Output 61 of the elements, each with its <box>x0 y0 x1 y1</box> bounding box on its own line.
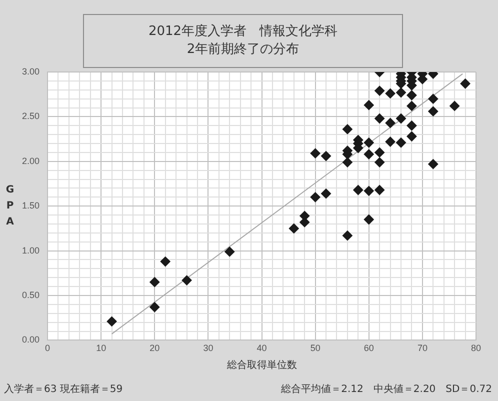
point <box>374 147 385 158</box>
point <box>460 78 470 89</box>
point <box>321 151 332 162</box>
x-tick-label: 40 <box>256 343 267 354</box>
x-tick-label: 10 <box>96 343 106 354</box>
point <box>342 157 352 168</box>
x-tick-label: 70 <box>417 343 428 354</box>
point <box>450 100 460 111</box>
point <box>374 157 385 168</box>
y-tick-label: 2.00 <box>22 156 40 166</box>
point <box>374 113 385 124</box>
x-axis-title: 総合取得単位数 <box>226 358 297 371</box>
point <box>364 100 374 110</box>
point <box>406 100 417 111</box>
point <box>428 159 438 170</box>
x-tick-label: 20 <box>150 343 160 354</box>
text: 入学者＝63 現在籍者＝59 <box>4 382 123 396</box>
point <box>342 230 352 241</box>
y-tick-label: 0.50 <box>22 290 40 300</box>
y-tick-label: 1.50 <box>22 200 40 211</box>
y-tick-label: 0.00 <box>22 334 40 345</box>
point <box>106 316 117 326</box>
point <box>150 277 160 288</box>
point <box>364 186 374 196</box>
y-tick-label: 2.50 <box>22 111 40 122</box>
y-tick-label: 1.00 <box>22 245 40 256</box>
point <box>364 138 374 148</box>
text: 総合平均値＝2.12 中央値＝2.20 SD＝0.72 <box>281 382 492 396</box>
point <box>385 88 396 98</box>
point <box>396 138 406 148</box>
chart-title: 2012年度入学者 情報文化学科 2年前期終了の分布 <box>83 14 403 68</box>
point <box>396 88 406 98</box>
x-tick-label: 0 <box>45 343 50 354</box>
point <box>374 185 385 196</box>
point <box>385 118 396 128</box>
point <box>406 120 417 131</box>
y-tick-label: 3.00 <box>22 66 40 76</box>
x-tick-label: 80 <box>470 343 482 354</box>
point <box>310 148 320 158</box>
point <box>406 90 417 100</box>
point <box>321 188 332 199</box>
point <box>364 149 374 160</box>
point <box>342 124 352 134</box>
point <box>150 302 160 312</box>
point <box>364 214 374 225</box>
x-tick-label: 30 <box>203 343 214 354</box>
point <box>182 275 192 286</box>
y-axis-title: GPA <box>6 184 14 228</box>
point <box>428 106 438 116</box>
point <box>310 192 320 202</box>
x-tick-label: 60 <box>364 343 374 354</box>
point <box>374 86 385 96</box>
point <box>288 223 299 234</box>
point <box>353 185 364 196</box>
point <box>406 131 417 142</box>
point <box>224 246 235 257</box>
point <box>385 136 396 147</box>
x-tick-label: 50 <box>310 343 320 354</box>
point <box>396 113 406 124</box>
point <box>160 256 170 267</box>
point <box>428 94 438 104</box>
